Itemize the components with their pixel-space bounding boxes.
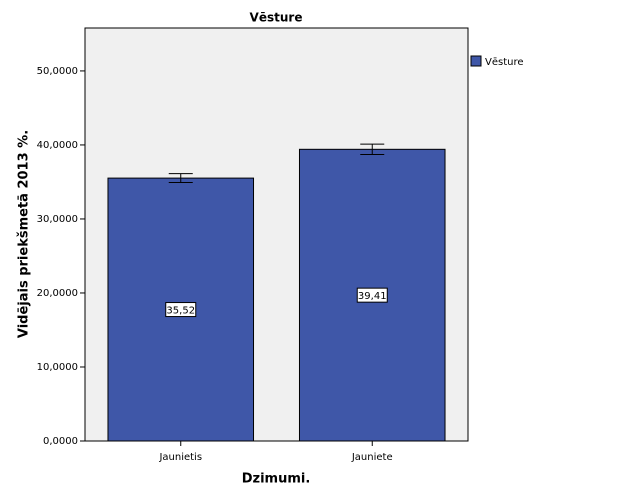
- legend-swatch: [470, 55, 482, 67]
- y-tick-label: 10,0000: [37, 362, 78, 373]
- x-tick-label: Jaunietis: [158, 452, 202, 463]
- y-tick-label: 0,0000: [43, 436, 78, 447]
- y-tick-label: 20,0000: [37, 288, 78, 299]
- x-tick-label: Jauniete: [351, 452, 393, 463]
- y-tick-label: 30,0000: [37, 214, 78, 225]
- value-label-box: [165, 302, 197, 318]
- x-axis-label: Dzimumi.: [242, 472, 311, 487]
- y-tick-label: 40,0000: [37, 140, 78, 151]
- y-axis-label: Vidējais priekšmetā 2013 %.: [17, 130, 32, 338]
- chart-title: Vēsture: [250, 11, 303, 25]
- legend-label: Vēsture: [485, 57, 524, 68]
- value-label-box: [356, 287, 388, 303]
- value-label: 35,52: [166, 306, 195, 317]
- y-tick-label: 50,0000: [37, 66, 78, 77]
- value-label: 39,41: [358, 291, 387, 302]
